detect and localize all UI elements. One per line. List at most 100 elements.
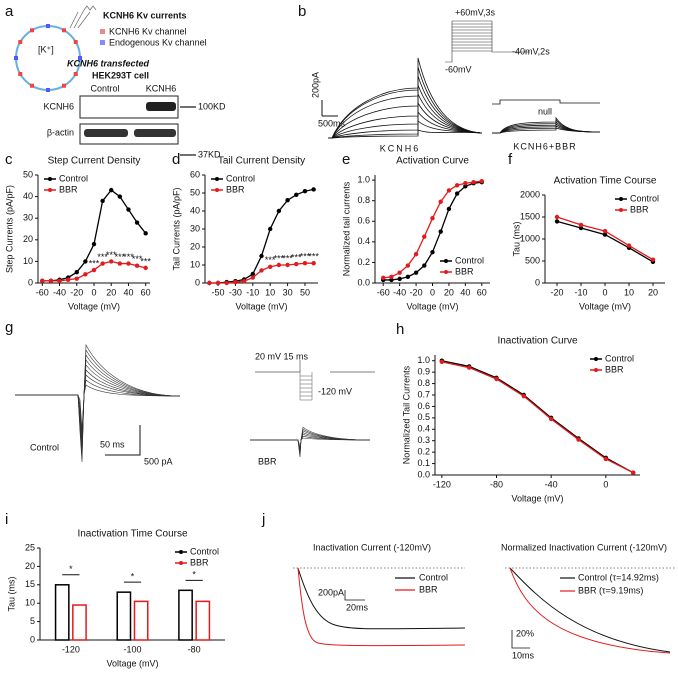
- blot-band: [146, 102, 176, 111]
- trace-label: KCNH6: [380, 143, 421, 153]
- data-point: [126, 261, 131, 266]
- y-tick-label: 0.1: [417, 458, 430, 468]
- x-tick-label: 0: [91, 287, 96, 297]
- significance: ***: [291, 252, 302, 262]
- y-tick-label: 500: [525, 255, 540, 265]
- significance: ***: [132, 254, 143, 264]
- trace-b: [328, 75, 483, 139]
- marker-label: 100KD: [198, 101, 226, 111]
- data-point: [389, 274, 394, 280]
- data-point: [405, 274, 411, 280]
- y-tick-label: 20: [23, 234, 33, 244]
- data-point: [276, 262, 282, 268]
- data-point: [100, 198, 105, 204]
- y-tick-label: 0.6: [417, 401, 430, 411]
- chart-title: Step Current Density: [48, 156, 141, 167]
- panel-label: b: [298, 3, 306, 20]
- y-tick-label: 1.0: [417, 355, 430, 365]
- y-tick-label: 0: [28, 277, 33, 287]
- data-point: [126, 207, 131, 212]
- data-point: [91, 241, 97, 247]
- data-point: [381, 275, 386, 281]
- x-axis-label: Voltage (mV): [511, 493, 563, 503]
- data-point: [578, 222, 584, 228]
- legend-label: KCNH6 Kv channel: [109, 26, 187, 36]
- scale-bar: [321, 100, 338, 117]
- y-tick-label: 0.5: [417, 412, 430, 422]
- panel-label: h: [396, 321, 404, 338]
- significance: ***: [140, 256, 151, 266]
- scale-label: 500 pA: [144, 456, 173, 466]
- data-point: [224, 280, 229, 286]
- significance: *: [131, 572, 135, 582]
- data-point: [603, 456, 609, 462]
- data-point: [650, 257, 656, 262]
- data-point: [626, 243, 632, 248]
- x-tick-label: -120: [433, 479, 451, 489]
- y-tick-label: 0.0: [417, 469, 430, 479]
- scale-label: 20ms: [346, 602, 369, 612]
- data-point: [74, 270, 79, 275]
- data-point: [548, 416, 554, 422]
- data-point: [285, 198, 290, 203]
- protocol-label: -120 mV: [318, 386, 352, 396]
- x-tick-label: -80: [188, 644, 201, 654]
- y-tick-label: 40: [190, 205, 200, 215]
- channel-icon: [46, 24, 50, 28]
- y-tick-label: 40: [23, 191, 33, 201]
- data-point: [438, 229, 443, 234]
- legend-marker: [594, 368, 598, 372]
- x-tick-label: -10: [246, 287, 259, 297]
- legend-marker: [179, 561, 183, 565]
- data-point: [241, 279, 247, 284]
- x-tick-label: -20: [410, 287, 423, 297]
- x-tick-label: -120: [62, 644, 80, 654]
- data-point: [413, 270, 419, 275]
- lane-label: KCNH6: [146, 83, 177, 93]
- legend-label: BBR: [190, 557, 209, 567]
- blot-frame: [79, 95, 179, 119]
- y-tick-label: 10: [23, 256, 33, 266]
- data-point: [143, 265, 148, 271]
- significance: ***: [282, 253, 293, 263]
- protocol-label: -40mV,2s: [512, 46, 550, 56]
- significance: ***: [89, 258, 100, 268]
- x-tick-label: 50: [300, 287, 310, 297]
- y-tick-label: 1.0: [357, 175, 370, 185]
- significance: ***: [97, 252, 108, 262]
- row-label: KCNH6: [43, 101, 74, 111]
- trace-b: [328, 110, 483, 139]
- chart-title: Inactivation Time Course: [77, 529, 187, 540]
- data-point: [389, 277, 394, 283]
- x-tick-label: -40: [545, 479, 558, 489]
- channel-currents: [69, 5, 97, 29]
- marker-label: 37KD: [198, 149, 221, 159]
- legend-label: Control: [59, 173, 88, 183]
- bar: [195, 600, 211, 641]
- panel-label: j: [261, 511, 265, 528]
- trace-g: [250, 428, 371, 456]
- data-point: [40, 278, 45, 284]
- panel-label: g: [5, 319, 13, 336]
- data-point: [471, 180, 476, 185]
- data-point: [267, 226, 273, 232]
- trace-bbr: [297, 567, 466, 647]
- legend-marker: [444, 270, 448, 274]
- data-point: [294, 261, 299, 267]
- data-point: [422, 263, 427, 268]
- data-point: [479, 178, 484, 184]
- significance: ***: [106, 250, 117, 260]
- data-point: [91, 267, 97, 273]
- channel-icon: [14, 56, 18, 60]
- significance: *: [69, 564, 73, 574]
- trace-b: [328, 120, 483, 139]
- bar: [116, 591, 132, 641]
- legend-label: Control: [630, 193, 659, 203]
- y-tick-label: 2000: [520, 189, 540, 199]
- data-point: [276, 208, 282, 214]
- y-tick-label: 0.8: [417, 378, 430, 388]
- y-tick-label: 20: [190, 241, 200, 251]
- panel-label: i: [5, 511, 8, 528]
- y-tick-label: 0.4: [357, 236, 370, 246]
